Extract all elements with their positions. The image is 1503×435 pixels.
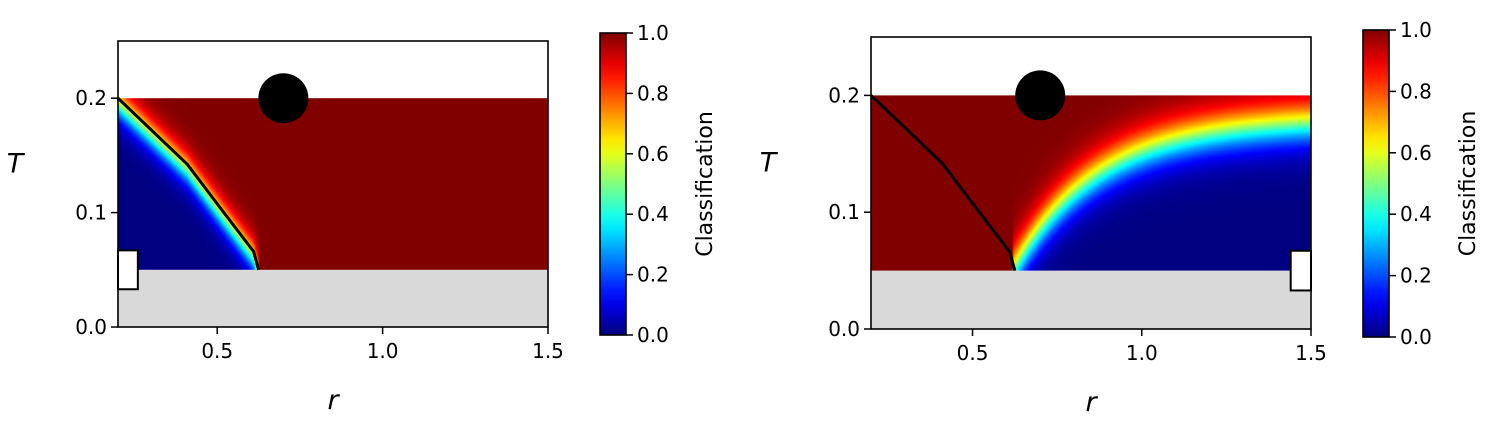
colorbar-tick-label: 0.2 xyxy=(637,263,669,287)
y-tick-label: 0.0 xyxy=(75,315,107,339)
y-axis: 0.0 0.1 0.2 T xyxy=(760,83,871,341)
marker-circle xyxy=(1015,70,1066,121)
x-axis-title: r xyxy=(327,385,340,416)
colorbar-gradient xyxy=(1363,30,1389,337)
y-axis-title: T xyxy=(760,147,779,178)
plot-frame xyxy=(117,40,549,328)
x-tick-label: 0.5 xyxy=(957,341,989,365)
x-tick-label: 1.0 xyxy=(1126,341,1158,365)
y-tick-label: 0.1 xyxy=(828,200,860,224)
boundary-line xyxy=(116,97,261,271)
plot-frame xyxy=(870,36,1312,330)
y-tick-label: 0.2 xyxy=(75,86,107,110)
colorbar-tick-label: 0.2 xyxy=(1400,264,1432,288)
x-tick-label: 1.0 xyxy=(367,339,399,363)
colorbar-frame xyxy=(1362,29,1390,338)
colorbar-tick-label: 0.4 xyxy=(1400,202,1432,226)
panel-right: 0.5 1.0 1.5 r 0.0 0.1 0.2 T 0.0 0.2 0.4 xyxy=(760,18,1481,418)
y-tick-label: 0.2 xyxy=(828,83,860,107)
colorbar-title: Classification xyxy=(693,111,718,257)
colorbar-tick-label: 0.8 xyxy=(637,81,669,105)
colorbar-tick-label: 0.6 xyxy=(637,142,669,166)
x-axis-title: r xyxy=(1085,387,1098,418)
colorbar-tick-label: 1.0 xyxy=(637,21,669,45)
colorbar-tick-label: 0.6 xyxy=(1400,141,1432,165)
x-axis: 0.5 1.0 1.5 r xyxy=(201,327,564,416)
heatmap xyxy=(118,98,548,270)
colorbar-tick-label: 0.8 xyxy=(1400,79,1432,103)
colorbar-title: Classification xyxy=(1456,111,1481,257)
excluded-region xyxy=(871,270,1311,329)
colorbar-tick-label: 0.4 xyxy=(637,202,669,226)
colorbar-tick-label: 1.0 xyxy=(1400,18,1432,42)
colorbar: 0.0 0.2 0.4 0.6 0.8 1.0 Classification xyxy=(599,21,718,347)
colorbar-gradient xyxy=(600,33,626,335)
marker-circle xyxy=(258,73,309,124)
x-tick-label: 1.5 xyxy=(532,339,564,363)
marker-rect xyxy=(117,249,139,291)
boundary-line xyxy=(869,94,1017,271)
x-axis: 0.5 1.0 1.5 r xyxy=(957,329,1327,418)
panel-left: 0.5 1.0 1.5 r 0.0 0.1 0.2 T 0.0 0.2 0.4 xyxy=(7,21,718,416)
x-tick-label: 1.5 xyxy=(1295,341,1327,365)
excluded-region xyxy=(118,269,548,327)
y-axis: 0.0 0.1 0.2 T xyxy=(7,86,118,339)
heatmap xyxy=(871,95,1311,271)
colorbar-frame xyxy=(599,32,627,336)
x-tick-label: 0.5 xyxy=(201,339,233,363)
marker-rect xyxy=(1289,249,1312,292)
colorbar-tick-label: 0.0 xyxy=(1400,325,1432,349)
colorbar: 0.0 0.2 0.4 0.6 0.8 1.0 Classification xyxy=(1362,18,1481,349)
y-tick-label: 0.1 xyxy=(75,201,107,225)
colorbar-tick-label: 0.0 xyxy=(637,323,669,347)
plot-area xyxy=(116,40,549,328)
y-axis-title: T xyxy=(7,149,26,180)
y-tick-label: 0.0 xyxy=(828,317,860,341)
plot-area xyxy=(869,36,1312,330)
